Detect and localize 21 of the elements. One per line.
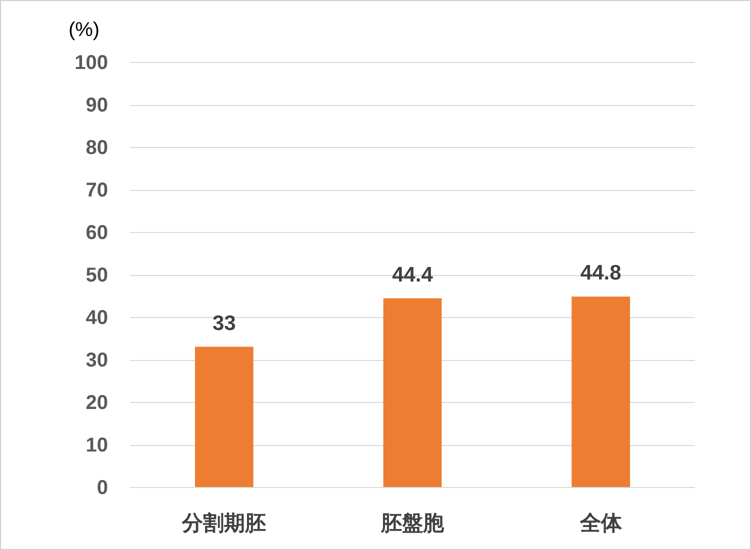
y-tick-label: 60 xyxy=(86,222,108,244)
y-tick-label: 10 xyxy=(86,434,108,456)
bar xyxy=(383,298,442,487)
x-tick-label: 分割期胚 xyxy=(181,511,266,535)
bar xyxy=(194,346,254,487)
y-tick-label: 0 xyxy=(96,477,108,499)
y-tick-label: 80 xyxy=(86,137,108,159)
y-tick-label: 90 xyxy=(86,94,108,116)
y-tick-label: 40 xyxy=(86,307,108,329)
x-tick-label: 胚盤胞 xyxy=(380,512,445,535)
bar xyxy=(572,296,630,487)
y-tick-label: 100 xyxy=(74,52,108,74)
y-tick-label: 50 xyxy=(86,264,108,286)
data-label: 33 xyxy=(212,312,236,335)
data-label: 44.8 xyxy=(580,262,622,285)
y-tick-label: 70 xyxy=(86,180,108,202)
y-tick-label: 30 xyxy=(86,350,108,372)
y-axis-title: (%) xyxy=(68,19,100,41)
y-tick-label: 20 xyxy=(86,392,108,414)
x-tick-label: 全体 xyxy=(578,512,623,535)
data-label: 44.4 xyxy=(392,263,434,286)
